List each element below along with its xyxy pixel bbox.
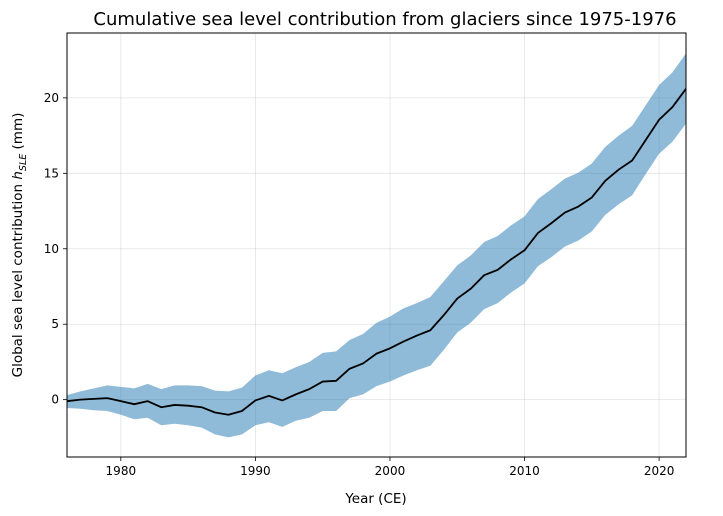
plot-frame [66,32,687,458]
y-tick-label: 0 [51,393,59,407]
x-tick-label: 1980 [106,464,137,478]
y-tick-label: 5 [51,317,59,331]
mean-line [66,88,687,416]
y-axis-label-prefix: Global sea level contribution [10,180,26,378]
y-axis-label-sub: SLE [18,154,29,171]
y-axis-label: Global sea level contribution hSLE (mm) [10,113,29,378]
x-tick-label: 1990 [240,464,271,478]
uncertainty-band [67,53,686,438]
y-tick-label: 15 [44,166,59,180]
y-axis-label-suffix: (mm) [10,113,26,154]
y-tick-label: 20 [44,91,59,105]
chart-title: Cumulative sea level contribution from g… [93,9,676,30]
y-axis-label-var: h [10,171,26,180]
x-axis-label: Year (CE) [344,491,406,507]
x-tick-label: 2020 [644,464,675,478]
x-tick-label: 2010 [509,464,540,478]
x-tick-label: 2000 [375,464,406,478]
y-tick-label: 10 [44,242,59,256]
axis-ticks: 1980 1990 2000 2010 2020 0 5 10 15 20 [44,91,675,478]
